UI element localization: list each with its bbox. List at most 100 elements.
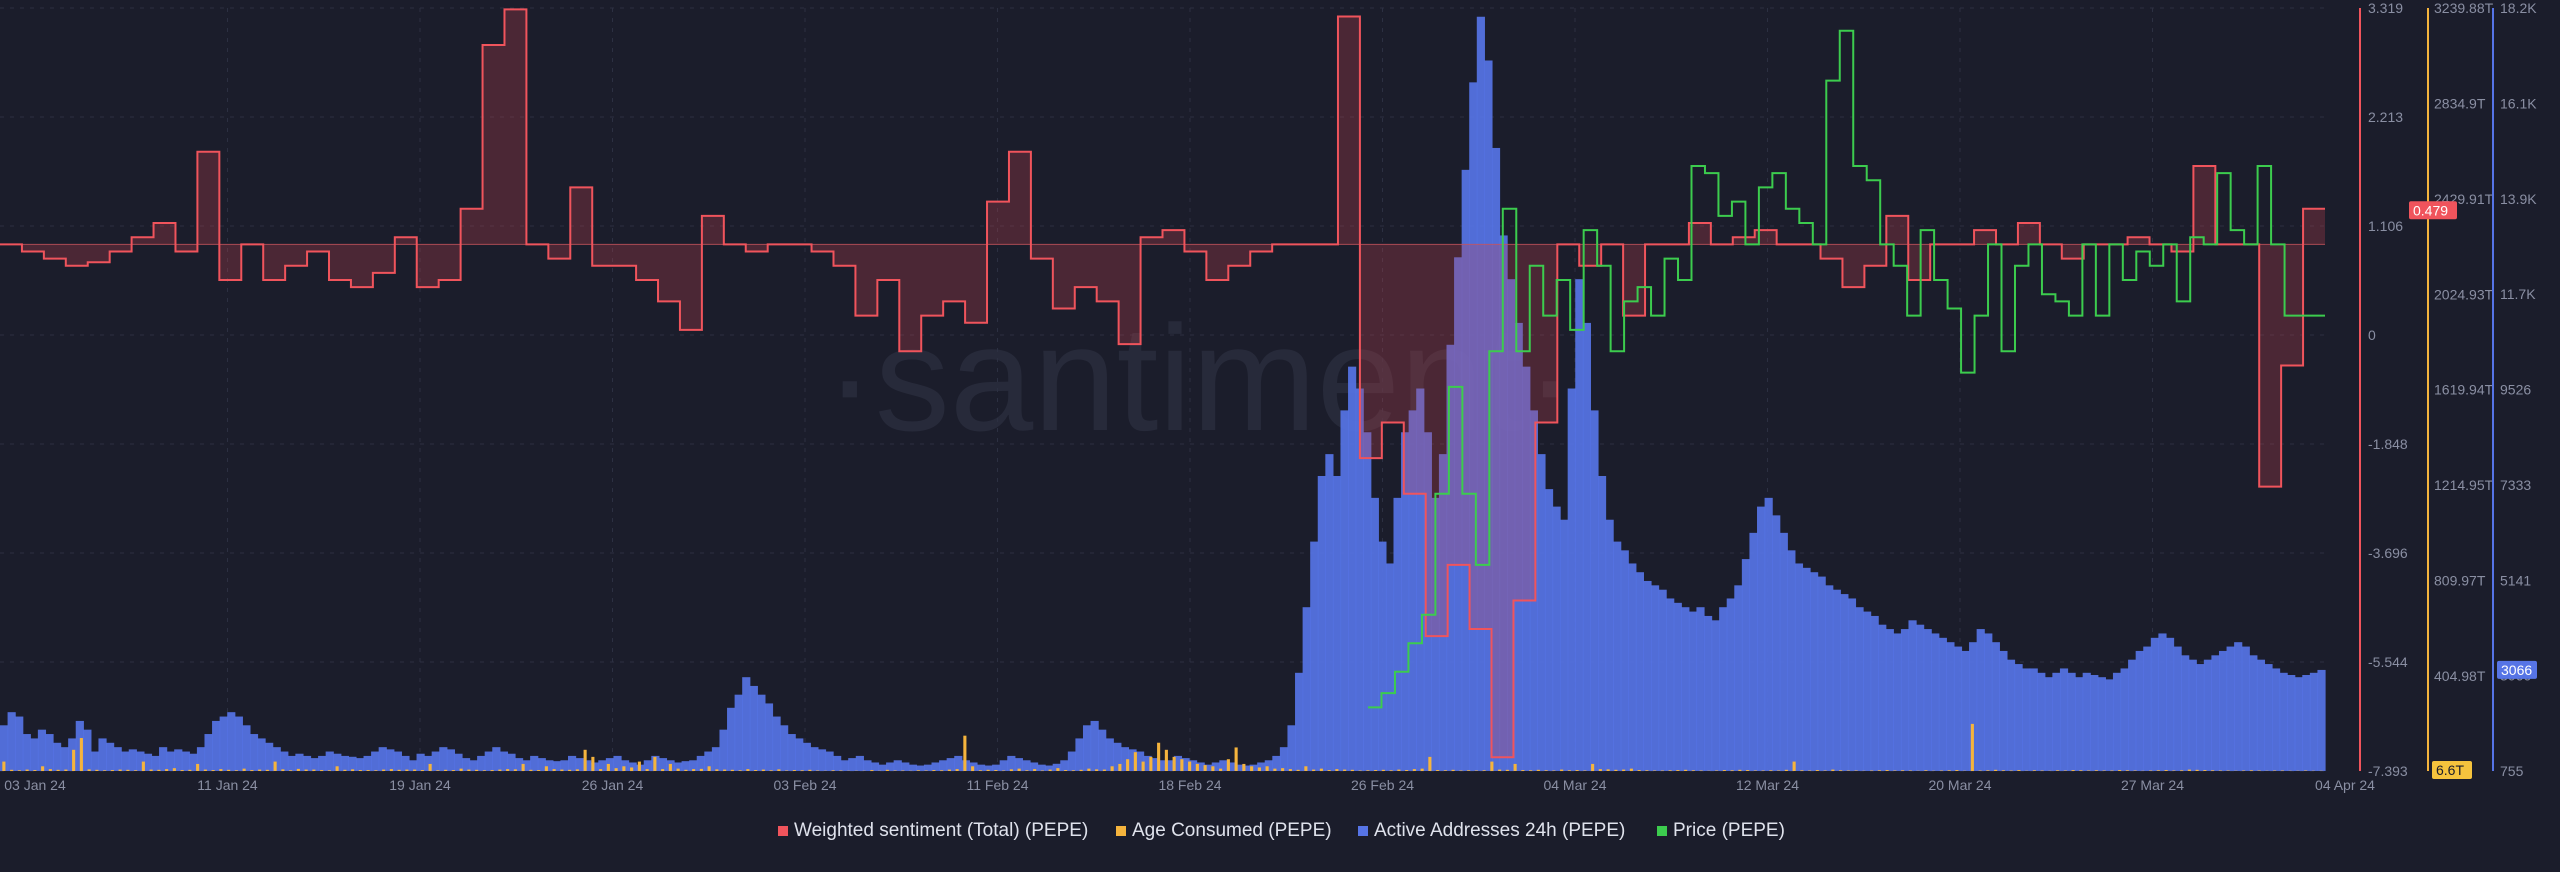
age-consumed-bar — [18, 770, 21, 771]
age-consumed-bar — [708, 766, 711, 771]
active-addresses-bar — [1621, 550, 1629, 771]
active-addresses-bar — [204, 734, 212, 771]
active-addresses-bar — [719, 730, 727, 771]
active-addresses-bar — [250, 734, 258, 771]
age-consumed-bar — [312, 770, 315, 771]
legend-item[interactable]: Price (PEPE) — [1657, 820, 1785, 841]
age-consumed-bar — [2118, 770, 2121, 771]
active-addresses-bar — [2037, 673, 2045, 771]
legend[interactable]: Weighted sentiment (Total) (PEPE) Age Con… — [778, 820, 1785, 841]
age-tick-label: 2024.93T — [2434, 286, 2494, 302]
active-addresses-bar — [1651, 585, 1659, 771]
x-tick-label: 20 Mar 24 — [1928, 777, 1991, 793]
age-consumed-bar — [715, 769, 718, 771]
legend-swatch — [1657, 826, 1667, 836]
age-consumed-bar — [80, 738, 83, 771]
sentiment-tick-label: 2.213 — [2368, 109, 2403, 125]
active-addresses-bar — [409, 760, 417, 771]
active-addresses-bar — [144, 754, 152, 771]
active-addresses-bar — [182, 752, 190, 771]
age-consumed-bar — [1738, 770, 1741, 771]
age-consumed-bar — [529, 770, 532, 771]
active-addresses-bar — [401, 756, 409, 771]
age-consumed-bar — [1018, 769, 1021, 771]
age-consumed-bar — [832, 770, 835, 771]
active-addresses-bar — [1795, 563, 1803, 771]
active-addresses-bar — [2287, 675, 2295, 771]
active-addresses-bar — [1590, 410, 1598, 771]
age-consumed-bar — [1010, 769, 1013, 771]
active-addresses-bar — [1348, 367, 1356, 771]
addresses-tick-label: 5141 — [2500, 572, 2531, 588]
active-addresses-bar — [2113, 673, 2121, 771]
age-consumed-bar — [1025, 770, 1028, 771]
age-consumed-bar — [1645, 770, 1648, 771]
active-addresses-bar — [2204, 660, 2212, 771]
age-consumed-bar — [638, 762, 641, 771]
active-addresses-bar — [916, 766, 924, 771]
active-addresses-bar — [174, 749, 182, 771]
active-addresses-bar — [803, 743, 811, 771]
age-consumed-bar — [646, 769, 649, 771]
age-consumed-bar — [576, 769, 579, 771]
active-addresses-bar — [1598, 476, 1606, 771]
age-tick-label: 1214.95T — [2434, 477, 2494, 493]
active-addresses-bar — [2022, 668, 2030, 771]
age-consumed-bar — [1033, 769, 1036, 771]
age-consumed-bar — [1111, 766, 1114, 771]
age-consumed-bar — [607, 764, 610, 771]
age-consumed-bar — [994, 770, 997, 771]
legend-item[interactable]: Age Consumed (PEPE) — [1116, 820, 1332, 841]
active-addresses-bar — [1568, 389, 1576, 771]
active-addresses-bar — [2234, 642, 2242, 771]
active-addresses-bar — [1742, 559, 1750, 771]
addresses-last-value-badge: 3066 — [2501, 662, 2532, 678]
age-consumed-bar — [204, 770, 207, 771]
active-addresses-bar — [780, 725, 788, 771]
age-consumed-bar — [1397, 770, 1400, 771]
active-addresses-bar — [1787, 550, 1795, 771]
age-consumed-bar — [57, 770, 60, 771]
age-consumed-bar — [1335, 769, 1338, 771]
legend-item[interactable]: Active Addresses 24h (PEPE) — [1358, 820, 1625, 841]
active-addresses-bar — [1659, 590, 1667, 771]
age-consumed-bar — [1157, 743, 1160, 771]
age-consumed-bar — [281, 769, 284, 771]
active-addresses-bar — [1878, 625, 1886, 771]
age-consumed-bar — [235, 770, 238, 771]
active-addresses-bar — [750, 686, 758, 771]
active-addresses-bar — [1560, 520, 1568, 771]
active-addresses-bar — [1886, 629, 1894, 771]
active-addresses-bar — [1924, 629, 1932, 771]
active-addresses-bar — [1999, 651, 2007, 771]
age-consumed-bar — [1638, 770, 1641, 771]
active-addresses-bar — [288, 756, 296, 771]
age-consumed-bar — [545, 766, 548, 771]
active-addresses-bar — [1749, 533, 1757, 771]
age-consumed-bar — [1986, 770, 1989, 771]
active-addresses-bar — [795, 738, 803, 771]
active-addresses-bar — [2272, 668, 2280, 771]
age-consumed-bar — [1072, 770, 1075, 771]
age-consumed-bar — [2157, 770, 2160, 771]
active-addresses-bar — [538, 758, 546, 771]
age-consumed-bar — [777, 769, 780, 771]
active-addresses-bar — [311, 758, 319, 771]
active-addresses-bar — [2174, 647, 2182, 771]
active-addresses-bar — [765, 703, 773, 771]
age-consumed-bar — [979, 770, 982, 771]
active-addresses-bar — [2090, 675, 2098, 771]
active-addresses-bar — [2189, 660, 2197, 771]
active-addresses-bar — [129, 749, 137, 771]
active-addresses-bar — [2257, 660, 2265, 771]
age-consumed-bar — [111, 770, 114, 771]
active-addresses-bar — [295, 754, 303, 771]
legend-item[interactable]: Weighted sentiment (Total) (PEPE) — [778, 820, 1088, 841]
active-addresses-bar — [1871, 616, 1879, 771]
active-addresses-bar — [1666, 598, 1674, 771]
age-consumed-bar — [1281, 768, 1284, 771]
age-consumed-bar — [1614, 770, 1617, 771]
age-consumed-bar — [669, 764, 672, 771]
active-addresses-bar — [2219, 651, 2227, 771]
active-addresses-bar — [220, 717, 228, 771]
